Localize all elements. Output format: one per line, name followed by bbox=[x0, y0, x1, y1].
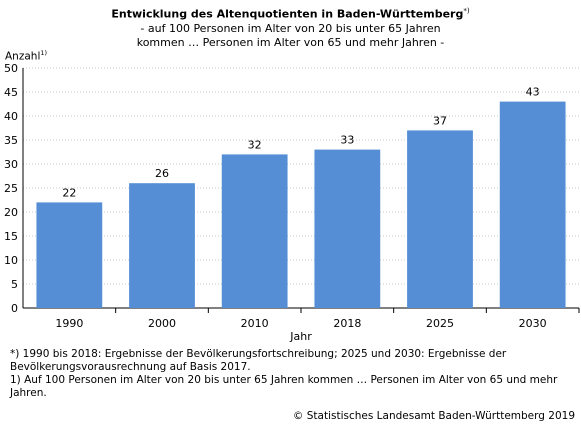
data-label: 26 bbox=[155, 167, 169, 180]
bar bbox=[221, 154, 288, 308]
x-tick-label: 2010 bbox=[241, 317, 269, 330]
y-tick-label: 45 bbox=[4, 86, 18, 99]
y-tick-label: 0 bbox=[11, 302, 18, 315]
bar-chart: 0510152025303540455022199026200032201033… bbox=[4, 62, 580, 343]
y-tick-label: 20 bbox=[4, 206, 18, 219]
y-tick-label: 5 bbox=[11, 278, 18, 291]
x-tick-label: 2030 bbox=[519, 317, 547, 330]
chart-header: Entwicklung des Altenquotienten in Baden… bbox=[0, 4, 581, 50]
chart-subtitle: - auf 100 Personen im Alter von 20 bis u… bbox=[136, 21, 445, 49]
y-tick-label: 10 bbox=[4, 254, 18, 267]
y-tick-label: 40 bbox=[4, 110, 18, 123]
footnote-2: 1) Auf 100 Personen im Alter von 20 bis … bbox=[10, 374, 558, 399]
y-axis-label-text: Anzahl bbox=[5, 50, 41, 63]
y-tick-label: 35 bbox=[4, 134, 18, 147]
bar bbox=[314, 149, 381, 308]
source-credit: © Statistisches Landesamt Baden-Württemb… bbox=[292, 410, 575, 422]
x-axis-label: Jahr bbox=[289, 330, 312, 343]
y-tick-label: 25 bbox=[4, 182, 18, 195]
bar bbox=[36, 202, 103, 308]
bar bbox=[129, 183, 195, 308]
x-tick-label: 1990 bbox=[55, 317, 83, 330]
y-axis-label-marker: 1) bbox=[40, 49, 48, 57]
x-tick-label: 2025 bbox=[426, 317, 454, 330]
chart-title-marker: *) bbox=[463, 7, 470, 15]
x-tick-label: 2018 bbox=[333, 317, 361, 330]
y-tick-label: 15 bbox=[4, 230, 18, 243]
bar bbox=[499, 101, 566, 308]
data-label: 43 bbox=[526, 86, 540, 99]
y-axis-label: Anzahl1) bbox=[5, 49, 47, 63]
data-label: 37 bbox=[433, 114, 447, 127]
y-tick-label: 50 bbox=[4, 62, 18, 75]
bar bbox=[407, 130, 473, 308]
footnote-1: *) 1990 bis 2018: Ergebnisse der Bevölke… bbox=[10, 348, 507, 373]
y-tick-label: 30 bbox=[4, 158, 18, 171]
chart-title: Entwicklung des Altenquotienten in Baden… bbox=[0, 4, 581, 22]
chart-title-text: Entwicklung des Altenquotienten in Baden… bbox=[111, 7, 464, 21]
x-tick-label: 2000 bbox=[148, 317, 176, 330]
footnotes: *) 1990 bis 2018: Ergebnisse der Bevölke… bbox=[10, 348, 576, 400]
data-label: 22 bbox=[62, 186, 76, 199]
data-label: 32 bbox=[248, 138, 262, 151]
data-label: 33 bbox=[340, 134, 354, 147]
